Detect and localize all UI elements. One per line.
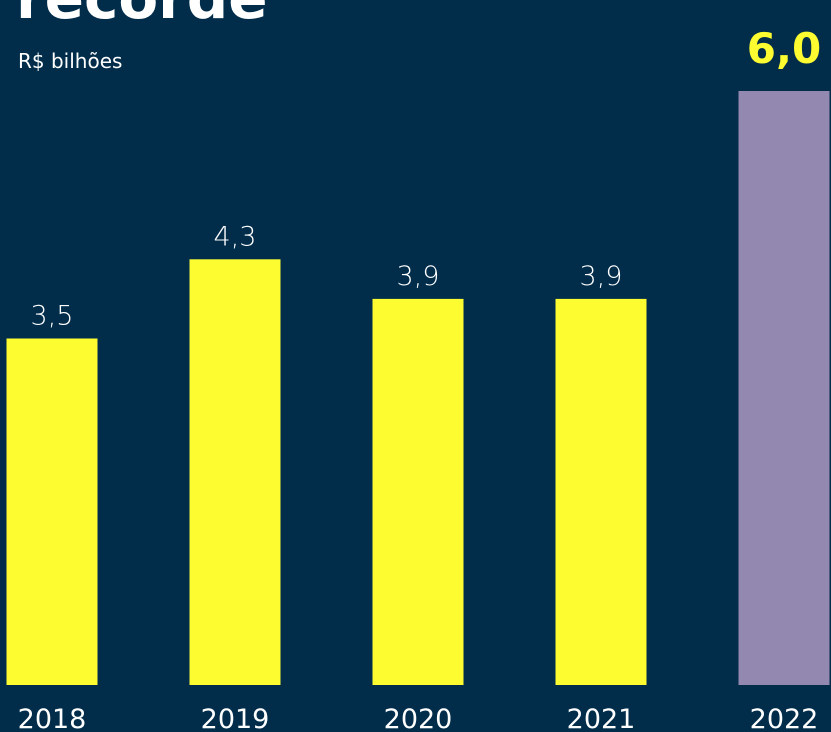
x-tick-label: 2018 <box>18 704 87 732</box>
bar <box>6 338 98 685</box>
bar <box>738 91 830 685</box>
value-label: 6,0 <box>747 24 821 73</box>
x-tick-label: 2022 <box>750 704 819 732</box>
value-label: 4,3 <box>214 221 257 252</box>
chart-title: recorde <box>16 0 268 32</box>
bar <box>372 298 464 685</box>
x-tick-label: 2020 <box>384 704 453 732</box>
bar <box>555 298 647 685</box>
x-tick-label: 2021 <box>567 704 636 732</box>
chart-subtitle: R$ bilhões <box>18 49 122 73</box>
value-label: 3,9 <box>580 261 623 292</box>
value-label: 3,5 <box>31 301 74 332</box>
value-label: 3,9 <box>397 261 440 292</box>
x-tick-label: 2019 <box>201 704 270 732</box>
bar <box>189 259 281 685</box>
